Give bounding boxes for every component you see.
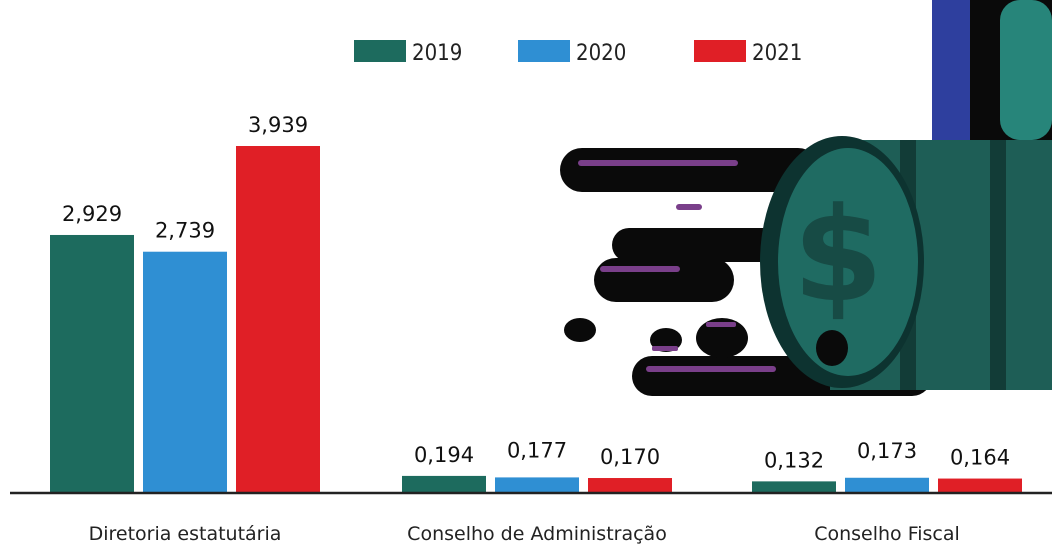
category-labels: Diretoria estatutária Conselho de Adminis…	[89, 523, 960, 545]
value-label-2021-2: 0,164	[950, 446, 1010, 470]
bar-2021-2	[938, 478, 1022, 493]
value-labels: 2,929 2,739 3,939 0,194 0,177 0,170 0,132 0,173…	[62, 113, 1010, 472]
legend-label-2019: 2019	[412, 41, 462, 66]
category-label-2: Conselho Fiscal	[814, 523, 960, 545]
legend-label-2020: 2020	[576, 41, 626, 66]
oil-barrel-illustration: $	[560, 0, 1052, 396]
legend-swatch-2020	[518, 40, 570, 62]
streak-shape	[600, 266, 680, 272]
tower-blue-shape	[932, 0, 970, 140]
streak-shape	[646, 366, 776, 372]
bar-2020-0	[143, 251, 227, 493]
bar-2021-0	[236, 146, 320, 493]
streak-shape	[560, 148, 820, 192]
category-label-1: Conselho de Administração	[407, 523, 667, 545]
value-label-2021-1: 0,170	[600, 445, 660, 469]
barrel-cap-shape	[816, 330, 848, 366]
streak-shape	[578, 160, 738, 166]
bar-2019-1	[402, 475, 486, 493]
legend: 2019 2020 2021	[354, 40, 802, 66]
streak-shape	[676, 204, 702, 210]
value-label-2021-0: 3,939	[248, 113, 308, 137]
tower-teal-shape	[1000, 0, 1052, 140]
value-label-2019-1: 0,194	[414, 443, 474, 467]
barrel-end-shape	[778, 148, 918, 376]
bar-2020-2	[845, 477, 929, 493]
value-label-2020-0: 2,739	[155, 219, 215, 243]
dollar-sign-icon: $	[793, 179, 883, 331]
category-label-0: Diretoria estatutária	[89, 523, 282, 545]
bar-2019-0	[50, 234, 134, 493]
value-label-2020-2: 0,173	[857, 439, 917, 463]
legend-label-2021: 2021	[752, 41, 802, 66]
value-label-2020-1: 0,177	[507, 438, 567, 462]
bar-2020-1	[495, 477, 579, 493]
legend-swatch-2019	[354, 40, 406, 62]
bars	[50, 146, 1022, 493]
droplet-shape	[696, 318, 748, 358]
droplet-shape	[564, 318, 596, 342]
bar-2021-1	[588, 478, 672, 493]
legend-swatch-2021	[694, 40, 746, 62]
barrel-band-shape	[990, 140, 1006, 390]
streak-shape	[706, 322, 736, 327]
streak-shape	[652, 346, 678, 351]
value-label-2019-0: 2,929	[62, 202, 122, 226]
streak-shape	[594, 258, 734, 302]
bar-2019-2	[752, 481, 836, 493]
value-label-2019-2: 0,132	[764, 448, 824, 472]
